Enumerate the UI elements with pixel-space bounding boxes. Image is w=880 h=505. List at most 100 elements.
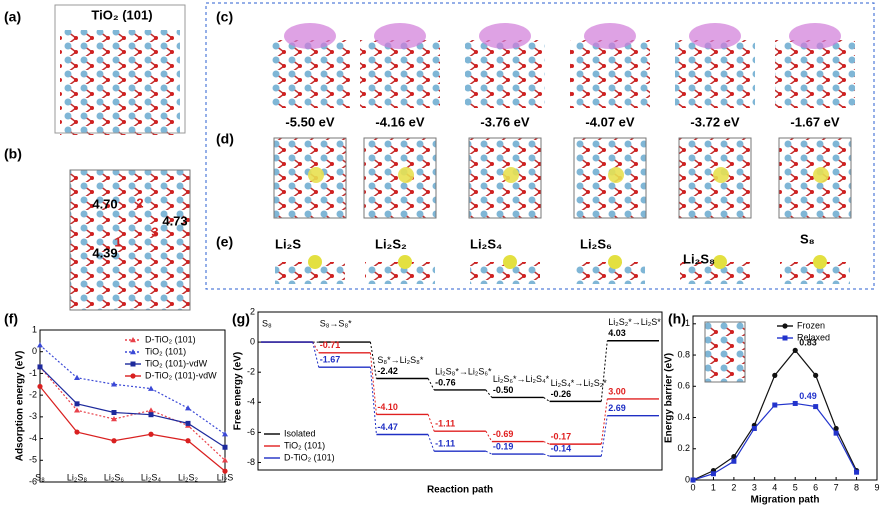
y-tick-label: 2	[250, 306, 255, 316]
side-view	[470, 262, 540, 284]
connector	[543, 441, 550, 445]
adsorption-energy: -3.72 eV	[690, 114, 739, 129]
panel-frame	[205, 2, 875, 290]
sulfur	[608, 167, 624, 183]
step-label: -2.42	[377, 366, 398, 376]
legend-label: Frozen	[797, 320, 825, 330]
marker	[130, 337, 136, 343]
marker	[792, 347, 798, 353]
marker	[782, 335, 788, 341]
step-label: -4.47	[377, 422, 398, 432]
site-label: 3	[151, 224, 158, 239]
x-tick-label: 0	[690, 482, 695, 492]
marker	[222, 431, 228, 437]
y-tick-label: 1	[32, 324, 37, 334]
step-label: 4.03	[608, 328, 626, 338]
sulfur	[308, 167, 324, 183]
panel-label: (f)	[4, 311, 18, 327]
sulfur	[503, 167, 519, 183]
step-label: -0.19	[493, 441, 514, 451]
marker	[854, 469, 860, 475]
legend-label: TiO₂ (101)-vdW	[145, 358, 208, 368]
step-label: -0.17	[551, 431, 572, 441]
legend-label: Relaxed	[797, 332, 830, 342]
x-tick-label: 1	[711, 482, 716, 492]
marker	[74, 407, 80, 413]
step-label: -4.10	[377, 402, 398, 412]
legend-label: Isolated	[284, 428, 316, 438]
panel-label: (d)	[216, 131, 234, 147]
marker	[185, 438, 191, 444]
panel-label: (g)	[232, 311, 250, 327]
x-tick-label: 4	[772, 482, 777, 492]
legend-label: D-TiO₂ (101)-vdW	[145, 370, 217, 380]
x-tick-label: 8	[854, 482, 859, 492]
y-tick-label: 0	[250, 336, 255, 346]
sulfur	[713, 167, 729, 183]
step-name: Li₂S₆*→Li₂S₄*	[493, 374, 550, 384]
y-tick-label: -4	[29, 433, 37, 443]
marker	[792, 400, 798, 406]
step-label: -0.69	[493, 429, 514, 439]
connector	[312, 341, 320, 368]
panel-label: (b)	[4, 146, 22, 162]
y-tick-label: 0	[685, 474, 690, 484]
sulfur	[713, 255, 727, 269]
y-tick-label: -6	[247, 427, 255, 437]
sulfur	[308, 255, 322, 269]
y-tick-label: -3	[29, 411, 37, 421]
marker	[731, 453, 737, 460]
species-label: Li₂S₆	[580, 236, 612, 251]
marker	[813, 372, 819, 378]
x-tick-label: 6	[813, 482, 818, 492]
y-tick-label: 0.2	[677, 443, 690, 453]
marker	[731, 458, 737, 464]
site-label: 1	[114, 234, 121, 249]
panel-label: (a)	[4, 9, 21, 25]
structure	[675, 40, 755, 108]
marker	[148, 431, 154, 437]
marker	[74, 374, 80, 380]
charge-density	[284, 23, 336, 49]
sulfur	[608, 255, 622, 269]
x-tick-label: Li₂S₄	[141, 472, 162, 482]
y-axis-label: Free energy (eV)	[233, 352, 244, 430]
step-name: S₈	[262, 318, 272, 328]
panel-label: (e)	[216, 234, 233, 250]
connector	[485, 389, 493, 398]
adsorption-energy: -1.67 eV	[790, 114, 839, 129]
series-line	[39, 344, 226, 435]
adsorption-energy: -4.07 eV	[585, 114, 634, 129]
side-view	[575, 262, 645, 284]
y-tick-label: -1	[29, 368, 37, 378]
y-tick-label: -8	[247, 457, 255, 467]
site-label: 4.73	[162, 213, 187, 228]
step-label: -1.67	[320, 355, 341, 365]
y-tick-label: 0.8	[677, 349, 690, 359]
x-tick-label: Li₂S₈	[67, 472, 88, 482]
marker	[111, 410, 117, 416]
marker	[111, 416, 117, 422]
connector	[427, 378, 435, 391]
structure	[465, 40, 545, 108]
y-tick-label: 0	[32, 346, 37, 356]
marker	[185, 405, 191, 411]
legend-label: D-TiO₂ (101)	[284, 452, 335, 462]
x-tick-label: Li₂S	[217, 472, 234, 482]
side-view	[365, 262, 435, 284]
step-label: -0.71	[320, 340, 341, 350]
marker	[74, 429, 80, 435]
charge-density	[689, 23, 741, 49]
step-label: -0.76	[435, 377, 456, 387]
x-tick-label: 7	[834, 482, 839, 492]
series-line	[39, 366, 226, 448]
connector	[427, 414, 435, 432]
charge-density	[479, 23, 531, 49]
x-tick-label: 2	[731, 482, 736, 492]
x-tick-label: 9	[874, 482, 879, 492]
step-name: Li₂S₂*→Li₂S*	[608, 317, 661, 327]
structure	[570, 40, 650, 108]
legend-label: D-TiO₂ (101)	[145, 334, 196, 344]
y-tick-label: -4	[247, 397, 255, 407]
